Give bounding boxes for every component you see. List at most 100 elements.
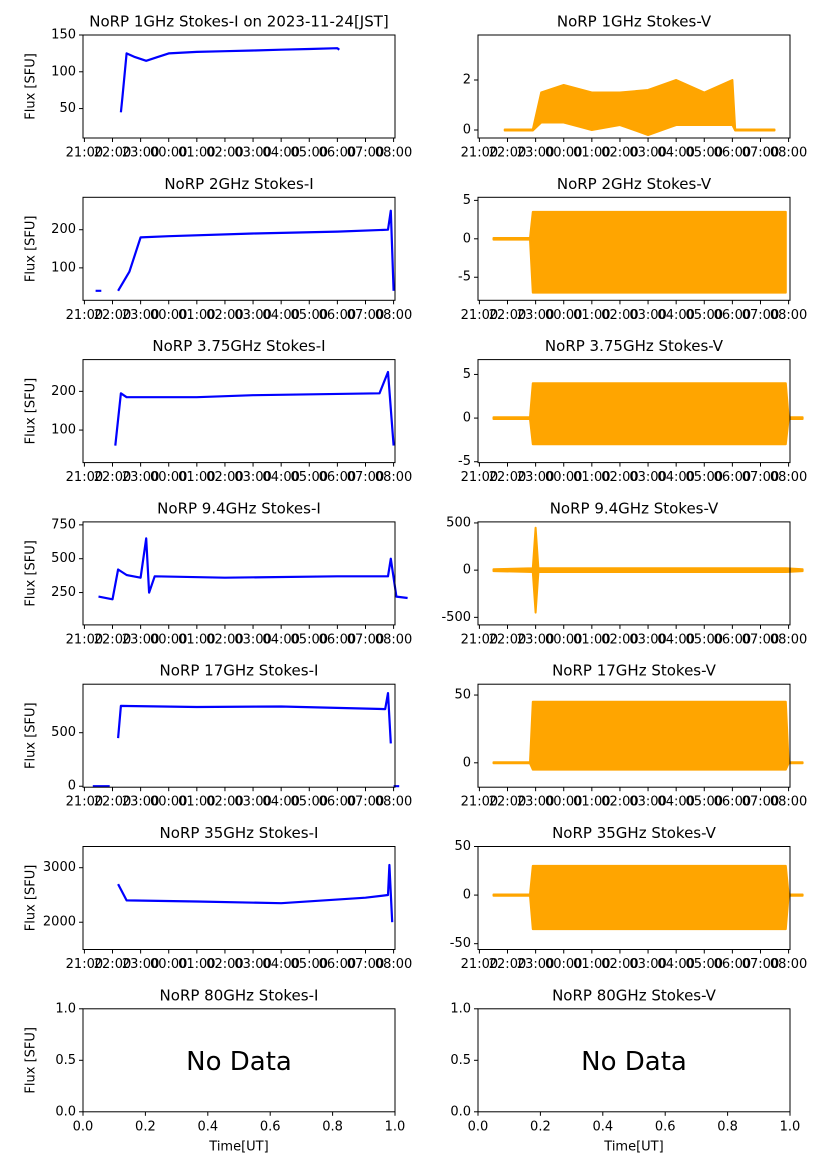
y-tick-label: 0 xyxy=(463,411,471,426)
y-tick-label: 750 xyxy=(51,517,76,532)
x-tick-label: 21:00 xyxy=(461,470,498,485)
x-tick-label: 03:00 xyxy=(629,795,666,810)
x-tick-label: 08:00 xyxy=(770,795,807,810)
x-tick-label: 08:00 xyxy=(375,470,412,485)
x-tick-label: 04:00 xyxy=(262,146,299,161)
x-tick-label: 00:00 xyxy=(545,795,582,810)
x-tick-label: 00:00 xyxy=(150,957,187,972)
x-tick-label: 03:00 xyxy=(234,470,271,485)
x-tick-label: 04:00 xyxy=(657,308,694,323)
x-tick-label: 01:00 xyxy=(573,146,610,161)
x-tick-label: 23:00 xyxy=(122,632,159,647)
y-tick-label: 50 xyxy=(59,101,76,116)
x-tick-label: 22:00 xyxy=(94,470,131,485)
x-tick-label: 08:00 xyxy=(375,957,412,972)
x-tick-label: 21:00 xyxy=(66,308,103,323)
y-tick-label: 500 xyxy=(51,551,76,566)
x-tick-label: 0.2 xyxy=(530,1119,551,1134)
x-tick-label: 01:00 xyxy=(573,470,610,485)
x-tick-label: 05:00 xyxy=(291,795,328,810)
x-tick-label: 23:00 xyxy=(122,957,159,972)
y-tick-label: 150 xyxy=(51,28,76,43)
axes-frame xyxy=(82,34,396,139)
x-tick-label: 03:00 xyxy=(234,146,271,161)
x-tick-label: 02:00 xyxy=(206,795,243,810)
x-tick-label: 06:00 xyxy=(319,308,356,323)
x-tick-label: 22:00 xyxy=(489,470,526,485)
x-tick-label: 05:00 xyxy=(291,146,328,161)
x-tick-label: 22:00 xyxy=(489,146,526,161)
x-tick-label: 07:00 xyxy=(742,632,779,647)
x-tick-label: 03:00 xyxy=(234,308,271,323)
axes-frame xyxy=(477,359,791,464)
y-tick-label: 50 xyxy=(454,688,471,703)
x-tick-label: 22:00 xyxy=(489,308,526,323)
x-tick-label: 01:00 xyxy=(178,146,215,161)
y-tick-label: -5 xyxy=(458,454,471,469)
no-data-label: No Data xyxy=(186,1047,292,1077)
stokes-v-band xyxy=(492,864,804,931)
x-tick-label: 07:00 xyxy=(742,308,779,323)
flux-line xyxy=(117,863,394,923)
x-tick-label: 02:00 xyxy=(206,146,243,161)
panel-title: NoRP 17GHz Stokes-V xyxy=(552,662,717,680)
x-tick-label: 04:00 xyxy=(262,308,299,323)
axes-frame xyxy=(477,1008,791,1113)
y-tick-label: 250 xyxy=(51,585,76,600)
x-tick-label: 05:00 xyxy=(291,308,328,323)
stokes-v-band xyxy=(492,210,787,294)
stokes-v-band xyxy=(492,382,804,446)
x-tick-label: 08:00 xyxy=(375,795,412,810)
x-tick-label: 05:00 xyxy=(291,632,328,647)
x-tick-label: 04:00 xyxy=(657,146,694,161)
x-tick-label: 22:00 xyxy=(489,795,526,810)
x-tick-label: 23:00 xyxy=(122,146,159,161)
x-tick-label: 21:00 xyxy=(461,957,498,972)
x-tick-label: 0.0 xyxy=(73,1119,94,1134)
axes-frame xyxy=(477,846,791,950)
panel-title: NoRP 3.75GHz Stokes-V xyxy=(545,337,724,355)
y-axis-label: Flux [SFU] xyxy=(24,702,39,769)
x-tick-label: 22:00 xyxy=(94,632,131,647)
x-tick-label: 21:00 xyxy=(66,632,103,647)
x-tick-label: 06:00 xyxy=(319,146,356,161)
panel-title: NoRP 1GHz Stokes-V xyxy=(557,13,712,31)
y-axis-label: Flux [SFU] xyxy=(24,53,39,120)
x-tick-label: 00:00 xyxy=(150,308,187,323)
x-tick-label: 06:00 xyxy=(714,632,751,647)
x-tick-label: 03:00 xyxy=(234,632,271,647)
x-tick-label: 23:00 xyxy=(517,632,554,647)
y-tick-label: 0.5 xyxy=(450,1053,471,1068)
y-tick-label: 5 xyxy=(463,367,471,382)
y-tick-label: 0 xyxy=(463,123,471,138)
x-tick-label: 01:00 xyxy=(573,795,610,810)
panel-title: NoRP 9.4GHz Stokes-V xyxy=(550,499,719,517)
x-tick-label: 1.0 xyxy=(385,1119,406,1134)
panel-title: NoRP 2GHz Stokes-I xyxy=(164,175,313,193)
flux-line xyxy=(95,209,395,292)
x-tick-label: 00:00 xyxy=(545,632,582,647)
y-tick-label: 500 xyxy=(446,515,471,530)
x-tick-label: 23:00 xyxy=(122,470,159,485)
x-tick-label: 06:00 xyxy=(319,957,356,972)
x-tick-label: 02:00 xyxy=(601,957,638,972)
x-tick-label: 08:00 xyxy=(770,632,807,647)
x-tick-label: 01:00 xyxy=(178,632,215,647)
panel-title: NoRP 2GHz Stokes-V xyxy=(557,175,712,193)
x-tick-label: 02:00 xyxy=(206,470,243,485)
x-tick-label: 21:00 xyxy=(66,795,103,810)
x-tick-label: 08:00 xyxy=(770,308,807,323)
y-tick-label: -50 xyxy=(450,936,471,951)
x-tick-label: 05:00 xyxy=(686,470,723,485)
x-tick-label: 0.8 xyxy=(322,1119,343,1134)
x-tick-label: 04:00 xyxy=(657,957,694,972)
x-tick-label: 22:00 xyxy=(94,308,131,323)
x-tick-label: 05:00 xyxy=(686,632,723,647)
y-tick-label: -5 xyxy=(458,270,471,285)
x-tick-label: 00:00 xyxy=(545,957,582,972)
y-tick-label: 200 xyxy=(51,222,76,237)
panel-title: NoRP 35GHz Stokes-I xyxy=(160,824,319,842)
panel-title: NoRP 35GHz Stokes-V xyxy=(552,824,717,842)
axes-frame xyxy=(82,1008,396,1113)
y-tick-label: 0 xyxy=(463,231,471,246)
